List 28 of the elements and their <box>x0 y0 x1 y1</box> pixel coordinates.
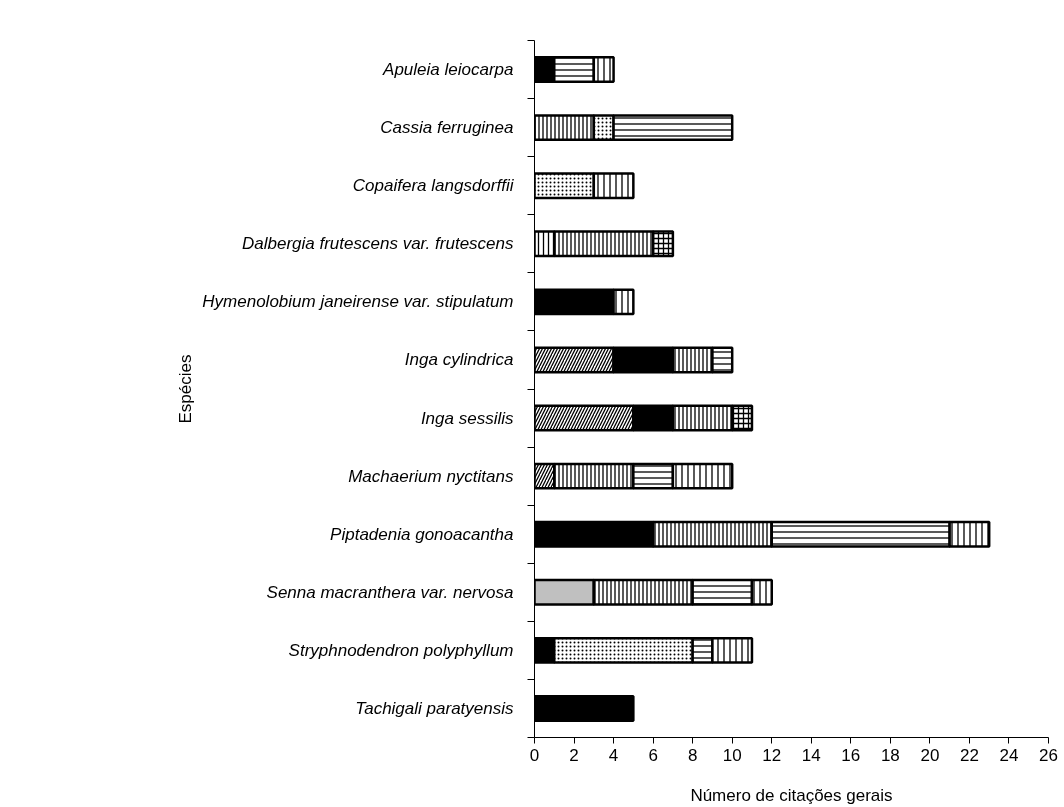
x-tick-label: 14 <box>801 745 821 765</box>
y-tick-label: Inga sessilis <box>420 408 514 428</box>
x-tick-label: 4 <box>608 745 619 765</box>
x-tick-label: 20 <box>920 745 940 765</box>
x-tick-label: 26 <box>1039 745 1058 765</box>
y-axis-title: Espécies <box>175 354 195 424</box>
y-tick-label: Senna macranthera var. nervosa <box>266 582 514 602</box>
x-tick-label: 12 <box>762 745 782 765</box>
y-tick-label: Machaerium nyctitans <box>348 466 514 486</box>
x-tick-label: 2 <box>569 745 579 765</box>
x-tick-label: 10 <box>722 745 742 765</box>
y-tick-label: Apuleia leiocarpa <box>382 60 514 80</box>
x-tick-label: 6 <box>648 745 658 765</box>
y-tick-label: Tachigali paratyensis <box>355 698 514 718</box>
y-tick-label: Piptadenia gonoacantha <box>330 524 514 544</box>
y-tick-label: Copaifera langsdorffii <box>352 176 515 196</box>
x-axis-title: Número de citações gerais <box>690 785 893 805</box>
x-tick-label: 18 <box>880 745 900 765</box>
x-tick-label: 24 <box>999 745 1019 765</box>
x-tick-label: 0 <box>529 745 540 765</box>
y-tick-label: Dalbergia frutescens var. frutescens <box>242 234 514 254</box>
y-tick-label: Stryphnodendron polyphyllum <box>288 640 514 660</box>
y-tick-label: Hymenolobium janeirense var. stipulatum <box>202 292 514 312</box>
y-tick-label: Inga cylindrica <box>404 350 514 370</box>
y-tick-label: Cassia ferruginea <box>380 118 514 138</box>
x-tick-label: 8 <box>687 745 698 765</box>
x-tick-label: 22 <box>959 745 979 765</box>
x-tick-label: 16 <box>841 745 861 765</box>
